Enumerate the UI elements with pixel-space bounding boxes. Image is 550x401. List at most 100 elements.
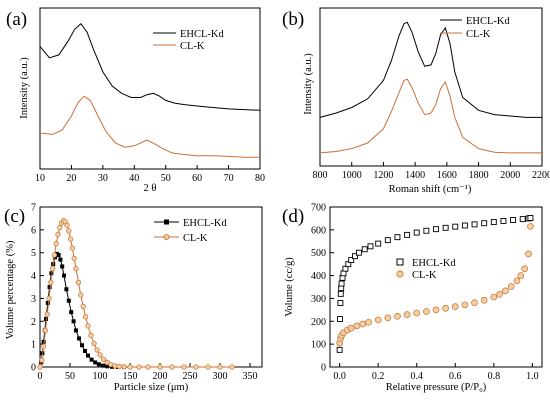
c-ytick-label: 1 <box>31 340 36 351</box>
c-xtick-label: 0 <box>38 371 43 382</box>
c-xtick-label: 350 <box>243 371 258 382</box>
c-point-cl <box>157 364 163 370</box>
d-point-cl <box>521 265 529 273</box>
d-point-cl <box>527 223 534 230</box>
d-point-ehcl <box>471 221 478 228</box>
c-point-cl <box>37 364 43 370</box>
b-xtick-label: 2000 <box>500 170 520 181</box>
d-point-cl <box>365 318 372 326</box>
d-point-cl <box>423 308 430 315</box>
c-point-cl <box>121 364 127 370</box>
d-point-cl <box>359 320 367 328</box>
a-xtick-label: 20 <box>66 173 76 184</box>
d-point-ehcl <box>452 223 459 230</box>
d-point-cl <box>394 312 401 320</box>
d-point-cl <box>490 293 498 301</box>
d-point-ehcl <box>423 227 430 234</box>
d-point-ehcl <box>490 219 497 226</box>
c-point-cl <box>40 343 47 350</box>
d-point-cl <box>525 250 532 258</box>
d-point-ehcl <box>337 300 344 306</box>
series-d <box>336 215 534 353</box>
d-point-ehcl <box>413 229 420 236</box>
c-point-cl <box>91 340 97 347</box>
legend-d: EHCL-Kd CL-K <box>396 258 456 281</box>
d-point-ehcl <box>442 224 449 231</box>
c-point-ehcl <box>89 357 94 362</box>
c-point-cl <box>127 364 133 370</box>
c-point-cl <box>100 356 107 362</box>
d-point-cl <box>507 283 515 290</box>
legend-label-ehcl-b: EHCL-Kd <box>466 16 510 27</box>
d-point-ehcl <box>338 280 345 287</box>
a-xtick-label: 60 <box>192 173 202 184</box>
y-ticks-d: 0 100 200 300 400 500 600 700 <box>311 203 334 374</box>
c-point-cl <box>88 332 94 339</box>
panel-a: (a) Intensity (a.u.) 2 θ 10 20 30 40 50 60 70 8… <box>6 7 265 194</box>
c-point-cl <box>75 279 82 286</box>
d-point-cl <box>502 287 509 295</box>
c-point-cl <box>42 327 49 334</box>
y-ticks-c: 0 1 2 3 4 5 6 7 <box>31 203 44 374</box>
c-point-cl <box>97 352 103 358</box>
c-point-cl <box>116 363 122 370</box>
d-xtick-label: 0.4 <box>410 371 423 382</box>
legend-label-ehcl-a: EHCL-Kd <box>180 29 224 40</box>
d-point-ehcl <box>337 316 343 322</box>
legend-b: EHCL-Kd CL-K <box>440 16 510 40</box>
legend-label-ehcl-c: EHCL-Kd <box>183 218 227 229</box>
d-point-cl <box>347 324 355 332</box>
panel-label-a: (a) <box>6 9 27 30</box>
d-point-ehcl <box>337 290 344 297</box>
d-point-cl <box>496 290 503 298</box>
d-point-ehcl <box>433 226 439 233</box>
d-point-ehcl <box>336 346 343 353</box>
a-xtick-label: 80 <box>255 173 265 184</box>
plot-frame-d <box>329 206 543 368</box>
xlabel-c: Particle size (μm) <box>114 382 189 393</box>
c-xtick-label: 50 <box>65 371 75 382</box>
c-ytick-label: 6 <box>31 225 36 236</box>
plot-frame-a <box>39 7 261 170</box>
c-point-cl <box>66 228 72 234</box>
d-point-ehcl <box>500 217 507 224</box>
c-ytick-label: 2 <box>31 317 36 328</box>
legend-c: EHCL-Kd CL-K <box>154 218 227 244</box>
c-point-cl <box>46 295 52 302</box>
c-xtick-label: 100 <box>93 371 108 382</box>
ylabel-d: Volume (cc/g) <box>284 257 295 317</box>
c-point-cl <box>48 279 54 286</box>
c-ytick-label: 3 <box>31 294 36 305</box>
c-point-ehcl <box>49 271 54 276</box>
d-point-cl <box>432 306 440 314</box>
d-point-cl <box>480 296 488 304</box>
d-point-ehcl <box>361 246 368 253</box>
panel-c: (c) Volume percentage (%) Particle size … <box>4 203 263 393</box>
c-point-cl <box>169 364 175 370</box>
c-point-cl <box>112 363 118 369</box>
d-point-ehcl <box>481 220 488 227</box>
c-point-ehcl <box>44 317 48 321</box>
d-point-cl <box>374 316 382 324</box>
c-point-cl <box>85 323 91 329</box>
d-point-cl <box>513 277 521 285</box>
c-point-ehcl <box>66 298 71 303</box>
ylabel-b: Intensity (a.u.) <box>303 53 314 115</box>
d-ytick-label: 500 <box>311 248 326 259</box>
d-point-ehcl <box>375 240 382 247</box>
a-xtick-label: 10 <box>35 173 45 184</box>
series-a <box>39 22 261 158</box>
c-point-cl <box>82 314 89 320</box>
c-point-ehcl <box>96 362 101 367</box>
c-ytick-label: 0 <box>31 363 36 374</box>
panel-label-c: (c) <box>4 206 25 227</box>
c-point-cl <box>57 224 63 231</box>
c-point-ehcl <box>56 253 61 257</box>
c-ytick-label: 5 <box>31 248 36 259</box>
legend-label-ehcl-d: EHCL-Kd <box>412 258 456 269</box>
c-point-cl <box>217 364 223 370</box>
plot-frame-c <box>39 206 263 368</box>
d-point-ehcl <box>527 215 534 221</box>
ylabel-c: Volume percentage (%) <box>5 240 16 339</box>
